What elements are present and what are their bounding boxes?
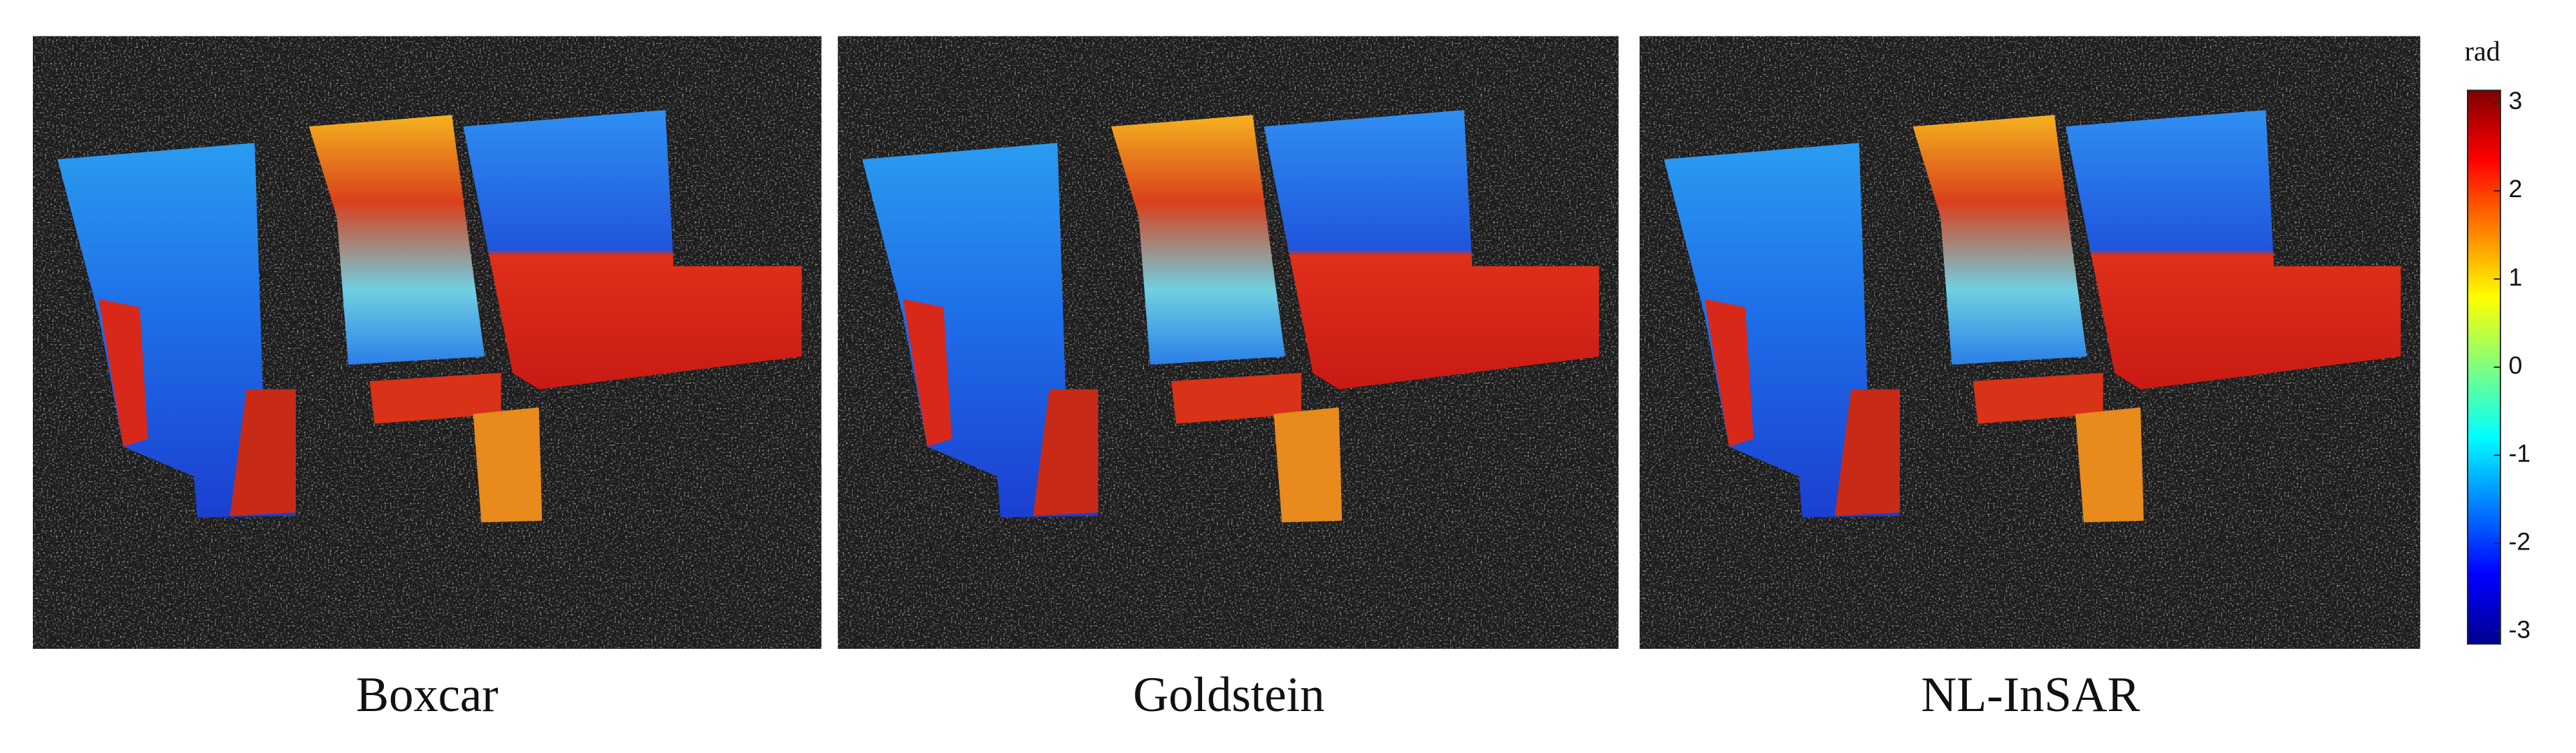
colorbar-tick-label: 3 bbox=[2509, 87, 2523, 115]
panel-label: NL-InSAR bbox=[1921, 668, 2140, 722]
colorbar-title: rad bbox=[2465, 36, 2500, 67]
colorbar-tick-label: -1 bbox=[2509, 440, 2531, 467]
colorbar-tick-label: -2 bbox=[2509, 529, 2531, 556]
panel-label: Boxcar bbox=[356, 668, 499, 722]
panel-label: Goldstein bbox=[1133, 668, 1324, 722]
colorbar-tick-label: -3 bbox=[2509, 617, 2531, 644]
colorbar-tick-label: 0 bbox=[2509, 352, 2523, 379]
panel-boxcar bbox=[33, 36, 822, 649]
colorbar-tick-label: 2 bbox=[2509, 175, 2523, 203]
colorbar-tick-label: 1 bbox=[2509, 264, 2523, 291]
panel-nl-insar bbox=[1640, 36, 2420, 649]
panel-goldstein bbox=[838, 36, 1618, 649]
